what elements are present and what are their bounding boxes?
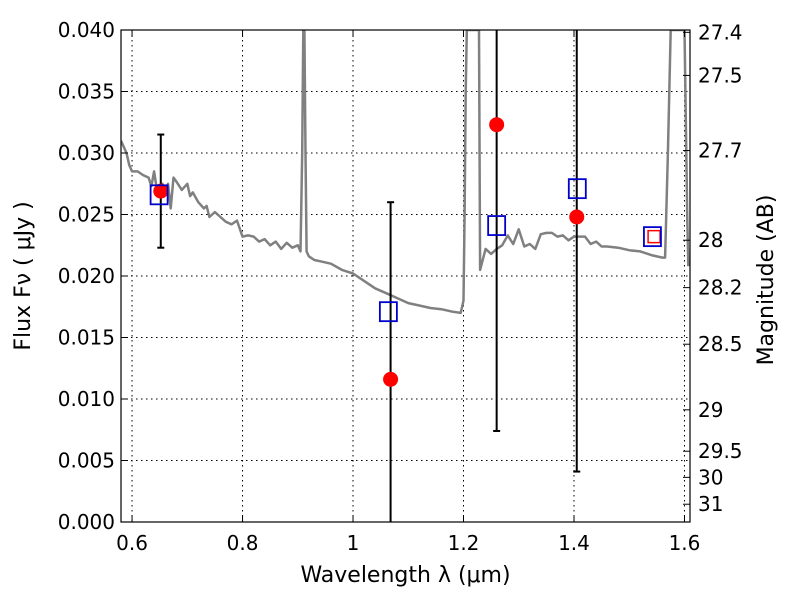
y-tick-label: 0.000 [58, 510, 115, 534]
y2-tick-label: 27.4 [698, 20, 743, 44]
y-tick-label: 0.005 [58, 449, 115, 473]
axes: 0.6 0.8 1 1.2 1.4 1.6 0.000 0.005 0.010 0.015 0.02… [58, 18, 743, 555]
x-tick-label: 1 [347, 531, 360, 555]
y2-tick-label: 28.5 [698, 332, 743, 356]
observed-flux-point [489, 117, 505, 133]
model-band-flux-marker [567, 178, 587, 200]
y-tick-label: 0.015 [58, 326, 115, 350]
y2-tick-label: 27.5 [698, 63, 743, 87]
model-band-flux-marker [487, 215, 507, 236]
y-tick-label: 0.040 [58, 18, 115, 42]
x-tick-label: 1.6 [669, 531, 701, 555]
x-tick-label: 1.2 [448, 531, 480, 555]
y-tick-label: 0.010 [58, 387, 115, 411]
y-axis-label: Flux Fν ( μJy ) [11, 201, 36, 350]
y-tick-label: 0.030 [58, 141, 115, 165]
observed-flux-point [569, 209, 585, 225]
observed-flux-point [153, 183, 169, 199]
model-band-flux-marker [149, 184, 169, 206]
grid [121, 29, 690, 523]
y2-tick-label: 29 [698, 398, 723, 422]
model-band-flux-marker [643, 226, 662, 248]
y2-tick-label: 31 [698, 492, 723, 516]
y2-tick-label: 28 [698, 228, 723, 252]
model-band-flux-marker [378, 301, 398, 323]
model-spectrum-line [121, 30, 690, 315]
y-tick-label: 0.025 [58, 203, 115, 227]
x-tick-label: 0.6 [116, 531, 148, 555]
y2-tick-label: 30 [698, 465, 723, 489]
y2-tick-label: 29.5 [698, 439, 743, 463]
y2-tick-label: 28.2 [698, 276, 743, 300]
y2-axis-label: Magnitude (AB) [754, 195, 779, 366]
x-axis-label: Wavelength λ (μm) [300, 563, 510, 588]
y-tick-label: 0.035 [58, 80, 115, 104]
plot-area [121, 30, 690, 522]
red-square-marker [647, 229, 661, 244]
x-tick-label: 1.4 [558, 531, 590, 555]
y-tick-label: 0.020 [58, 264, 115, 288]
x-tick-label: 0.8 [227, 531, 259, 555]
y2-tick-label: 27.7 [698, 139, 743, 163]
observed-flux-point [383, 371, 399, 387]
